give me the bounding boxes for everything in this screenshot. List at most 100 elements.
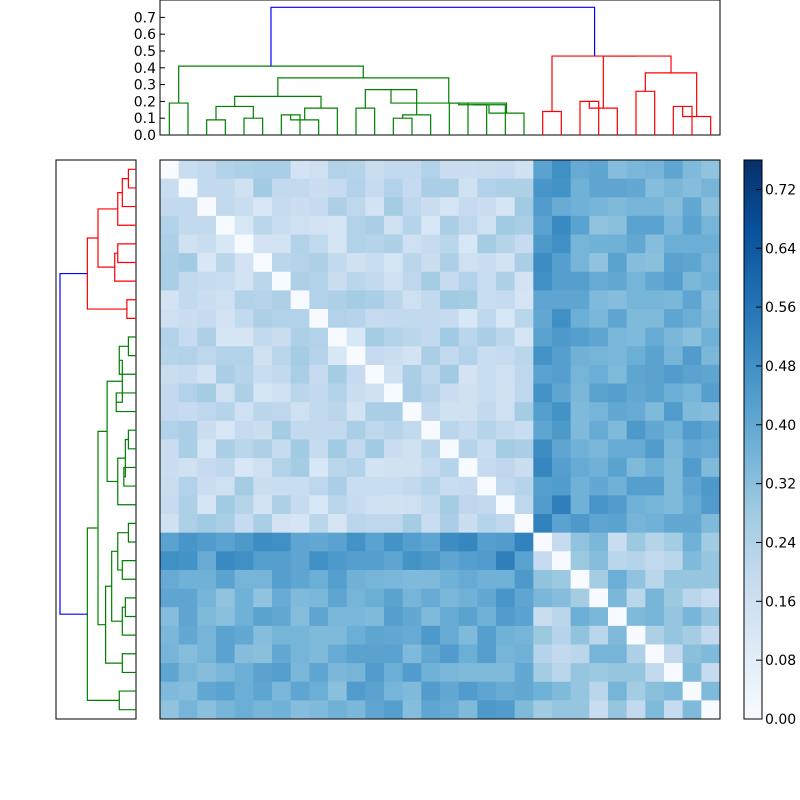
heatmap-cell <box>682 532 702 552</box>
heatmap-cell <box>272 551 292 571</box>
heatmap-cell <box>514 625 534 645</box>
top-dendrogram-links <box>168 6 712 135</box>
heatmap-cell <box>365 420 385 440</box>
heatmap-cell <box>178 420 198 440</box>
heatmap-cell <box>365 178 385 198</box>
heatmap-cell <box>701 458 721 478</box>
heatmap-cell <box>328 178 348 198</box>
heatmap-cell <box>290 663 310 683</box>
heatmap-cell <box>477 663 497 683</box>
heatmap-cell <box>421 234 441 254</box>
heatmap-cell <box>197 309 217 329</box>
colorbar-tick-label: 0.40 <box>765 418 796 434</box>
heatmap-cell <box>402 514 422 534</box>
heatmap-cell <box>477 569 497 589</box>
heatmap-cell <box>290 476 310 496</box>
top-y-tick-label: 0.7 <box>134 10 156 26</box>
heatmap-cell <box>234 644 254 664</box>
heatmap-cell <box>496 532 516 552</box>
heatmap-cell <box>402 402 422 422</box>
heatmap-cell <box>365 644 385 664</box>
heatmap-cell <box>645 271 665 291</box>
heatmap-cell <box>290 551 310 571</box>
heatmap-cell <box>384 644 404 664</box>
heatmap-cell <box>421 644 441 664</box>
heatmap-cell <box>309 532 329 552</box>
heatmap-cell <box>589 253 609 273</box>
heatmap-cell <box>701 663 721 683</box>
heatmap-cell <box>514 290 534 310</box>
heatmap-cell <box>477 383 497 403</box>
heatmap-cell <box>552 197 572 217</box>
heatmap-cell <box>552 402 572 422</box>
heatmap-cell <box>589 271 609 291</box>
heatmap-cell <box>608 364 628 384</box>
heatmap-cell <box>701 495 721 515</box>
heatmap-cell <box>328 681 348 701</box>
heatmap-cell <box>496 178 516 198</box>
heatmap-cell <box>346 625 366 645</box>
heatmap-cell <box>160 197 180 217</box>
heatmap-cell <box>440 178 460 198</box>
heatmap-cell <box>309 253 329 273</box>
heatmap-cell <box>626 327 646 347</box>
heatmap-cell <box>272 625 292 645</box>
top-y-tick-label: 0.1 <box>134 111 156 127</box>
heatmap-cell <box>533 160 553 180</box>
heatmap-cell <box>290 569 310 589</box>
heatmap-cell <box>626 476 646 496</box>
heatmap-cell <box>589 663 609 683</box>
heatmap-cell <box>496 681 516 701</box>
heatmap-cell <box>328 495 348 515</box>
heatmap-cell <box>384 290 404 310</box>
heatmap-cell <box>216 588 236 608</box>
heatmap-cell <box>346 551 366 571</box>
heatmap-cell <box>290 495 310 515</box>
heatmap-cell <box>664 215 684 235</box>
heatmap-cell <box>440 197 460 217</box>
heatmap-cell <box>589 439 609 459</box>
heatmap-cell <box>477 681 497 701</box>
heatmap-cell <box>496 160 516 180</box>
heatmap-cell <box>365 197 385 217</box>
heatmap-cell <box>440 532 460 552</box>
heatmap-cell <box>309 514 329 534</box>
heatmap-cell <box>272 476 292 496</box>
heatmap-cell <box>197 458 217 478</box>
heatmap-cell <box>664 364 684 384</box>
heatmap-cell <box>346 253 366 273</box>
heatmap-cell <box>552 234 572 254</box>
heatmap-cell <box>328 271 348 291</box>
heatmap-cell <box>272 178 292 198</box>
heatmap-cell <box>290 607 310 627</box>
heatmap-cell <box>216 215 236 235</box>
heatmap-cell <box>253 700 273 720</box>
heatmap-cell <box>197 383 217 403</box>
heatmap-cell <box>160 346 180 366</box>
heatmap-cell <box>384 514 404 534</box>
heatmap-cell <box>701 383 721 403</box>
heatmap-cell <box>309 569 329 589</box>
heatmap-cell <box>384 532 404 552</box>
heatmap-cell <box>570 364 590 384</box>
heatmap-cell <box>402 383 422 403</box>
heatmap-cell <box>346 346 366 366</box>
heatmap-cell <box>514 458 534 478</box>
heatmap-cell <box>570 234 590 254</box>
heatmap-cell <box>570 160 590 180</box>
heatmap-cell <box>645 364 665 384</box>
heatmap-cell <box>701 253 721 273</box>
heatmap-cell <box>682 663 702 683</box>
heatmap-cell <box>160 663 180 683</box>
heatmap-cell <box>626 160 646 180</box>
heatmap-cell <box>552 420 572 440</box>
heatmap-cell <box>402 290 422 310</box>
heatmap-cell <box>272 663 292 683</box>
heatmap-cell <box>421 588 441 608</box>
heatmap-cell <box>328 346 348 366</box>
heatmap-cell <box>309 476 329 496</box>
heatmap-cell <box>664 234 684 254</box>
heatmap-cell <box>253 346 273 366</box>
heatmap-cell <box>626 625 646 645</box>
heatmap-cell <box>533 234 553 254</box>
